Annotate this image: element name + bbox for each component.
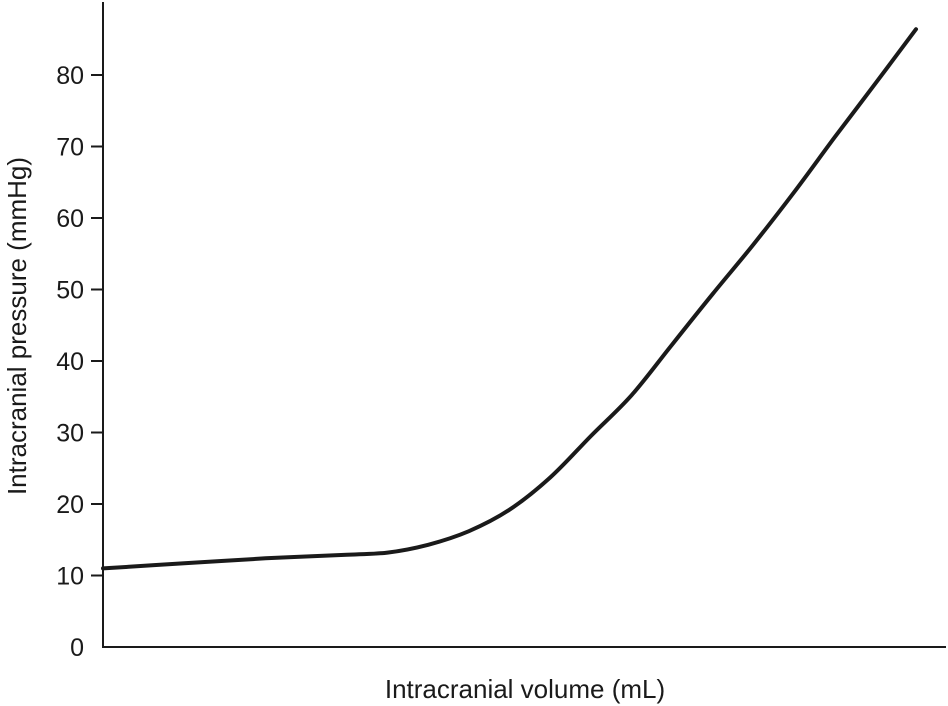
pressure-volume-curve: [101, 27, 918, 571]
y-tick-label-40: 40: [56, 348, 84, 376]
y-tick-label-80: 80: [56, 62, 84, 90]
y-tick-label-20: 20: [56, 491, 84, 519]
y-tick-label-0: 0: [70, 634, 84, 662]
x-axis-label: Intracranial volume (mL): [385, 674, 665, 704]
y-axis-ticks: 0 10 20 30 40 50 60 70 80: [56, 62, 103, 662]
y-axis-label: Intracranial pressure (mmHg): [2, 157, 32, 495]
y-tick-label-10: 10: [56, 563, 84, 591]
y-tick-label-60: 60: [56, 205, 84, 233]
y-tick-label-70: 70: [56, 134, 84, 162]
y-tick-label-50: 50: [56, 277, 84, 305]
y-tick-label-30: 30: [56, 420, 84, 448]
